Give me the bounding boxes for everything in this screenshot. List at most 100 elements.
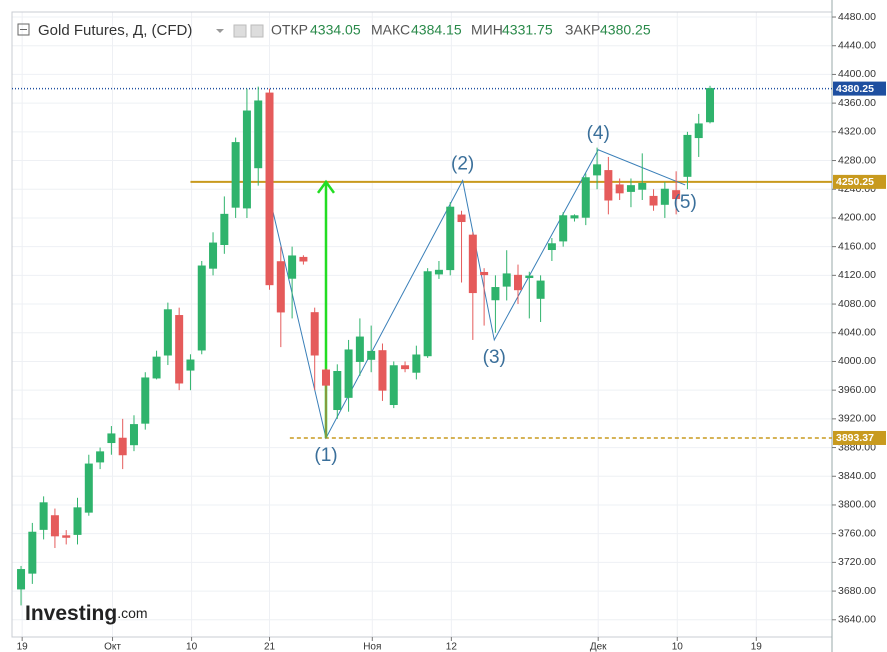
- candle-body: [344, 349, 353, 398]
- candle-body: [17, 569, 26, 590]
- candle-body: [310, 312, 319, 356]
- candle-body: [491, 287, 500, 301]
- open-value: 4334.05: [310, 22, 361, 38]
- x-tick-label: 21: [264, 642, 276, 652]
- price-tag-label: 4380.25: [836, 83, 874, 95]
- low-label: МИН: [471, 22, 503, 38]
- close-value: 4380.25: [600, 22, 651, 38]
- dropdown-icon[interactable]: [216, 29, 224, 33]
- candle-body: [502, 273, 511, 287]
- x-tick-label: 19: [17, 642, 29, 652]
- candle-body: [423, 271, 432, 357]
- eye-icon[interactable]: [233, 24, 247, 38]
- y-tick-label: 4120.00: [838, 269, 876, 281]
- candle-body: [547, 243, 556, 251]
- y-tick-label: 4480.00: [838, 11, 876, 23]
- chart-title: Gold Futures, Д, (CFD): [38, 22, 192, 39]
- wave-label: (3): [483, 347, 506, 368]
- candle-body: [412, 354, 421, 373]
- candle-body: [694, 123, 703, 139]
- y-tick-label: 4400.00: [838, 68, 876, 80]
- candle-body: [254, 100, 263, 169]
- candle-body: [615, 184, 624, 194]
- open-label: ОТКР: [271, 22, 308, 38]
- candle-body: [152, 356, 161, 379]
- candle-body: [378, 350, 387, 391]
- wave-label: (2): [451, 154, 474, 175]
- y-tick-label: 4280.00: [838, 154, 876, 166]
- x-tick-label: Ноя: [363, 642, 381, 652]
- y-tick-label: 3800.00: [838, 499, 876, 511]
- y-tick-label: 3920.00: [838, 413, 876, 425]
- candle-body: [626, 185, 635, 192]
- candle-body: [514, 274, 523, 291]
- candle-body: [389, 365, 398, 406]
- candle-body: [593, 164, 602, 176]
- price-tag: [833, 430, 886, 445]
- candle-body: [129, 424, 138, 446]
- price-tag: [833, 81, 886, 96]
- zigzag-line: [267, 149, 686, 440]
- y-tick-label: 3840.00: [838, 470, 876, 482]
- y-tick-label: 4040.00: [838, 327, 876, 339]
- candle-body: [401, 365, 410, 370]
- candle-body: [434, 269, 443, 275]
- y-tick-label: 3760.00: [838, 527, 876, 539]
- candle-body: [118, 437, 127, 456]
- x-tick-label: 19: [751, 642, 763, 652]
- settings-icon[interactable]: [250, 24, 264, 38]
- candle-body: [638, 182, 647, 190]
- candle-body: [231, 142, 240, 208]
- logo-suffix: .com: [117, 605, 147, 621]
- low-value: 4331.75: [502, 22, 553, 38]
- candle-body: [265, 92, 274, 286]
- candle-body: [570, 215, 579, 219]
- candle-body: [525, 275, 534, 278]
- candle-body: [39, 502, 48, 530]
- candle-body: [355, 336, 364, 362]
- candle-body: [186, 359, 195, 371]
- candle-body: [288, 255, 297, 279]
- candle-body: [197, 265, 206, 351]
- candle-body: [706, 88, 715, 123]
- candle-body: [50, 515, 59, 537]
- price-tag-label: 4250.25: [836, 176, 874, 188]
- candle-body: [62, 535, 71, 538]
- x-tick-label: 10: [186, 642, 198, 652]
- x-tick-label: Окт: [104, 642, 121, 652]
- candle-body: [683, 134, 692, 177]
- candle-body: [457, 214, 466, 223]
- y-tick-label: 3640.00: [838, 614, 876, 626]
- high-value: 4384.15: [411, 22, 462, 38]
- high-label: МАКС: [371, 22, 410, 38]
- candle-body: [536, 280, 545, 299]
- candle-body: [73, 507, 82, 535]
- grid: [12, 12, 832, 637]
- candle-body: [220, 213, 229, 245]
- y-tick-label: 4160.00: [838, 240, 876, 252]
- logo-main: Investing: [25, 602, 117, 625]
- y-tick-label: 4200.00: [838, 212, 876, 224]
- candle-body: [468, 234, 477, 294]
- candle-body: [141, 377, 150, 424]
- close-label: ЗАКР: [565, 22, 600, 38]
- x-tick-label: Дек: [590, 642, 607, 652]
- candle-body: [672, 190, 681, 200]
- candle-body: [446, 206, 455, 271]
- candle-body: [649, 195, 658, 206]
- candle-body: [209, 242, 218, 269]
- logo: Investing.com: [25, 602, 148, 625]
- price-tag: [833, 174, 886, 189]
- candle-body: [242, 110, 251, 209]
- y-tick-label: 4000.00: [838, 355, 876, 367]
- candle-body: [604, 170, 613, 201]
- candle-body: [660, 188, 669, 205]
- candle-body: [107, 433, 116, 444]
- y-tick-label: 4320.00: [838, 126, 876, 138]
- candle-body: [276, 261, 285, 313]
- x-tick-label: 10: [672, 642, 684, 652]
- collapse-icon[interactable]: [17, 23, 30, 36]
- candle-body: [559, 215, 568, 242]
